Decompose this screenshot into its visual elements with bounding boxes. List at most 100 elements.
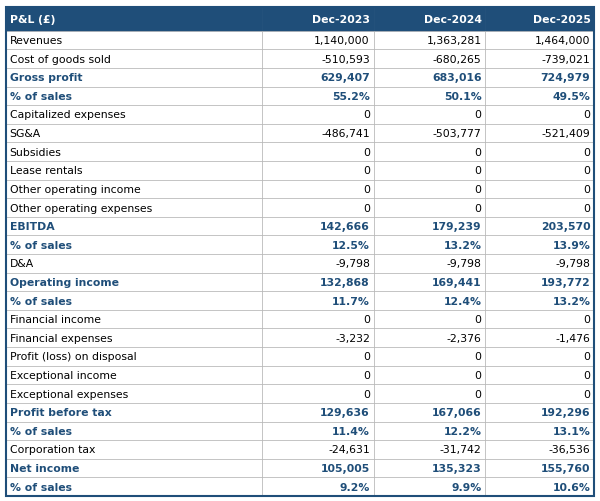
Text: -680,265: -680,265 — [433, 55, 482, 65]
Text: 0: 0 — [363, 110, 370, 120]
Text: Financial income: Financial income — [10, 315, 101, 325]
Text: -9,798: -9,798 — [447, 259, 482, 269]
Text: 10.6%: 10.6% — [553, 482, 590, 491]
Bar — [6, 422, 262, 440]
Bar — [262, 199, 374, 217]
Bar — [262, 292, 374, 310]
Bar — [485, 477, 594, 496]
Bar — [6, 477, 262, 496]
Bar — [374, 50, 485, 69]
Text: 1,363,281: 1,363,281 — [427, 36, 482, 46]
Text: -739,021: -739,021 — [542, 55, 590, 65]
Text: 167,066: 167,066 — [432, 407, 482, 417]
Bar — [485, 199, 594, 217]
Bar — [374, 8, 485, 32]
Text: 0: 0 — [363, 166, 370, 176]
Text: 0: 0 — [475, 184, 482, 194]
Bar — [6, 199, 262, 217]
Text: 12.4%: 12.4% — [443, 296, 482, 306]
Bar — [6, 255, 262, 273]
Bar — [485, 50, 594, 69]
Bar — [374, 310, 485, 329]
Bar — [6, 366, 262, 385]
Text: Capitalized expenses: Capitalized expenses — [10, 110, 125, 120]
Text: Cost of goods sold: Cost of goods sold — [10, 55, 110, 65]
Text: 0: 0 — [583, 110, 590, 120]
Text: EBITDA: EBITDA — [10, 221, 54, 231]
Text: 132,868: 132,868 — [320, 278, 370, 288]
Text: 1,140,000: 1,140,000 — [314, 36, 370, 46]
Bar — [6, 292, 262, 310]
Text: 1,464,000: 1,464,000 — [535, 36, 590, 46]
Text: 683,016: 683,016 — [432, 73, 482, 83]
Text: 13.1%: 13.1% — [553, 426, 590, 436]
Text: -486,741: -486,741 — [321, 129, 370, 139]
Text: Other operating expenses: Other operating expenses — [10, 203, 152, 213]
Bar — [374, 459, 485, 477]
Text: -9,798: -9,798 — [556, 259, 590, 269]
Text: -521,409: -521,409 — [542, 129, 590, 139]
Text: Revenues: Revenues — [10, 36, 63, 46]
Text: Dec-2023: Dec-2023 — [312, 15, 370, 25]
Bar — [6, 143, 262, 162]
Text: % of sales: % of sales — [10, 426, 71, 436]
Text: Dec-2025: Dec-2025 — [533, 15, 590, 25]
Bar — [485, 366, 594, 385]
Text: 9.9%: 9.9% — [451, 482, 482, 491]
Bar — [374, 440, 485, 459]
Text: 0: 0 — [583, 389, 590, 399]
Text: -24,631: -24,631 — [328, 444, 370, 454]
Bar — [374, 180, 485, 199]
Text: 203,570: 203,570 — [541, 221, 590, 231]
Bar — [374, 422, 485, 440]
Text: 192,296: 192,296 — [541, 407, 590, 417]
Bar — [485, 236, 594, 255]
Text: 11.7%: 11.7% — [332, 296, 370, 306]
Text: Dec-2024: Dec-2024 — [424, 15, 482, 25]
Bar — [6, 310, 262, 329]
Text: -503,777: -503,777 — [433, 129, 482, 139]
Text: 12.5%: 12.5% — [332, 240, 370, 250]
Bar — [6, 347, 262, 366]
Bar — [6, 106, 262, 125]
Bar — [6, 69, 262, 87]
Text: Exceptional income: Exceptional income — [10, 370, 116, 380]
Text: 13.2%: 13.2% — [443, 240, 482, 250]
Text: 0: 0 — [583, 166, 590, 176]
Text: 169,441: 169,441 — [432, 278, 482, 288]
Text: 0: 0 — [475, 203, 482, 213]
Bar — [374, 143, 485, 162]
Bar — [374, 292, 485, 310]
Bar — [485, 106, 594, 125]
Text: 0: 0 — [475, 370, 482, 380]
Bar — [262, 440, 374, 459]
Text: 0: 0 — [475, 389, 482, 399]
Text: 9.2%: 9.2% — [340, 482, 370, 491]
Bar — [262, 347, 374, 366]
Bar — [374, 87, 485, 106]
Bar — [262, 273, 374, 292]
Bar — [374, 236, 485, 255]
Bar — [374, 32, 485, 50]
Bar — [485, 292, 594, 310]
Bar — [374, 199, 485, 217]
Bar — [485, 32, 594, 50]
Bar — [374, 125, 485, 143]
Bar — [6, 236, 262, 255]
Text: Other operating income: Other operating income — [10, 184, 140, 194]
Bar — [6, 329, 262, 347]
Bar — [485, 273, 594, 292]
Bar — [262, 143, 374, 162]
Bar — [485, 422, 594, 440]
Text: 129,636: 129,636 — [320, 407, 370, 417]
Text: -1,476: -1,476 — [556, 333, 590, 343]
Bar — [485, 125, 594, 143]
Bar — [485, 69, 594, 87]
Text: SG&A: SG&A — [10, 129, 41, 139]
Bar — [485, 403, 594, 422]
Bar — [262, 217, 374, 236]
Bar — [485, 8, 594, 32]
Bar — [6, 125, 262, 143]
Bar — [374, 347, 485, 366]
Text: Profit (loss) on disposal: Profit (loss) on disposal — [10, 352, 136, 362]
